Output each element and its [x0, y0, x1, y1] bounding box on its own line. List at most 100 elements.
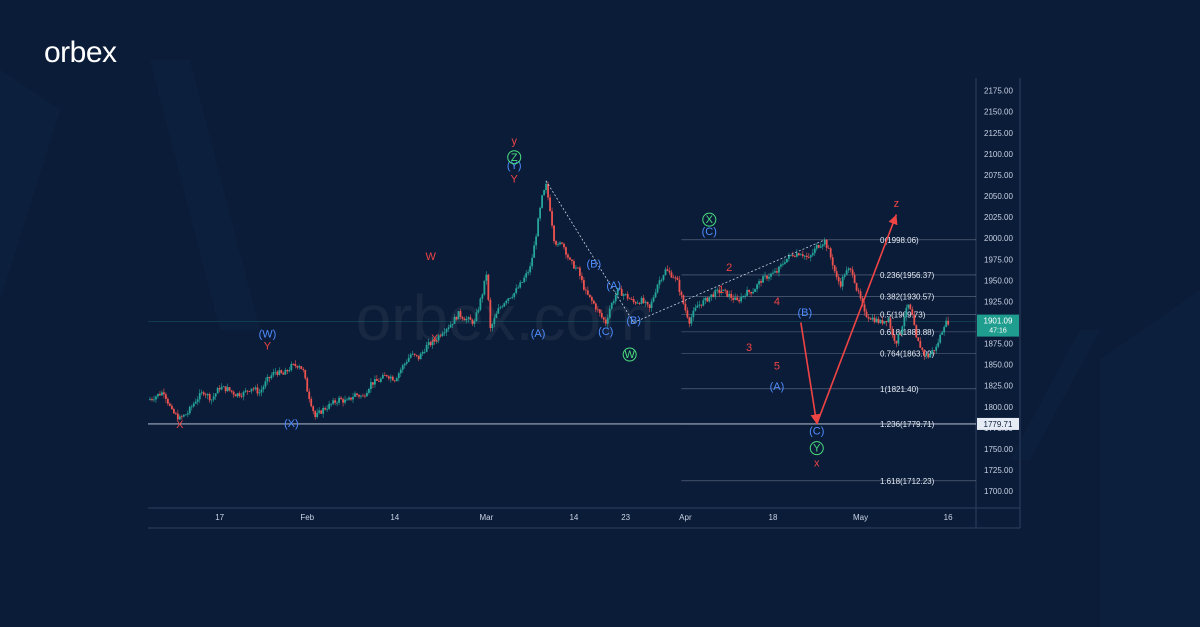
- candle-body: [252, 388, 255, 390]
- candle-body: [372, 382, 374, 385]
- candle-body: [664, 269, 667, 276]
- candle-body: [700, 304, 703, 306]
- wave-circle-label: Z: [511, 152, 518, 164]
- candle-body: [608, 308, 611, 318]
- candle-body: [598, 309, 601, 313]
- wave-circle-label: X: [706, 214, 714, 226]
- candle-body: [419, 353, 422, 360]
- candle-body: [533, 245, 536, 258]
- candle-body: [634, 302, 637, 304]
- price-axis[interactable]: 1700.001725.001750.001775.001800.001825.…: [984, 87, 1013, 496]
- candle-body: [364, 395, 366, 397]
- x-tick-label: Mar: [479, 513, 493, 522]
- candle-body: [469, 317, 472, 320]
- candle-body: [815, 245, 818, 249]
- candle-body: [479, 298, 482, 310]
- candle-body: [857, 290, 860, 292]
- candle-body: [786, 258, 788, 263]
- candle-body: [435, 340, 438, 342]
- candle-body: [292, 363, 295, 365]
- candle-body: [716, 289, 719, 291]
- wave-label: X: [431, 333, 439, 345]
- candle-body: [626, 294, 629, 299]
- candle-body: [172, 409, 175, 414]
- time-axis[interactable]: 17 Feb 14 Mar 14 23 Apr 18 May 16: [215, 513, 953, 522]
- candle-body: [628, 298, 631, 300]
- candle-body: [439, 335, 442, 337]
- countdown-label: 47:16: [989, 328, 1007, 335]
- candle-body: [736, 297, 739, 300]
- forecast-path: [800, 214, 898, 425]
- candle-body: [155, 396, 157, 400]
- candle-body: [230, 390, 233, 392]
- candle-body: [459, 311, 462, 317]
- candle-body: [413, 353, 416, 355]
- candle-body: [389, 376, 392, 379]
- candle-body: [149, 399, 151, 401]
- candle-body: [789, 255, 792, 256]
- candle-body: [829, 248, 832, 258]
- candle-body: [624, 294, 627, 295]
- x-tick-label: Feb: [300, 513, 314, 522]
- candle-body: [640, 297, 643, 304]
- candle-body: [684, 303, 687, 311]
- candle-body: [740, 296, 743, 302]
- candle-body: [174, 413, 177, 415]
- candle-body: [873, 317, 876, 323]
- candle-body: [819, 246, 822, 248]
- candle-body: [702, 300, 705, 306]
- fib-label: 0.618(1888.88): [880, 328, 935, 337]
- candle-body: [911, 309, 914, 316]
- candle-body: [610, 303, 613, 309]
- candle-body: [523, 277, 526, 283]
- candle-body: [232, 391, 235, 395]
- candle-body: [535, 236, 538, 246]
- candle-body: [302, 369, 305, 370]
- y-tick-label: 1850.00: [984, 361, 1013, 370]
- candle-body: [334, 400, 336, 403]
- fibonacci-levels: 0(1998.06) 0.236(1956.37) 0.382(1930.57) 0.…: [148, 236, 976, 486]
- candle-body: [375, 379, 378, 381]
- candle-body: [208, 394, 211, 401]
- candle-body: [206, 394, 209, 396]
- candle-body: [294, 363, 297, 366]
- candle-body: [258, 392, 261, 394]
- candle-body: [527, 272, 530, 274]
- candle-body: [555, 241, 557, 245]
- candle-body: [248, 391, 251, 393]
- candle-body: [642, 297, 645, 303]
- candle-body: [182, 414, 185, 417]
- y-tick-label: 2100.00: [984, 150, 1013, 159]
- candle-body: [342, 399, 344, 403]
- candle-body: [354, 393, 356, 397]
- wave-label: W: [425, 251, 436, 263]
- candle-body: [356, 393, 358, 396]
- candle-body: [266, 376, 269, 382]
- candle-body: [519, 282, 522, 288]
- candle-body: [499, 307, 502, 309]
- candle-body: [859, 291, 862, 299]
- candle-body: [901, 326, 904, 335]
- candle-body: [760, 281, 762, 283]
- candle-body: [688, 317, 691, 324]
- candle-body: [569, 257, 571, 260]
- chart-grid: [148, 78, 1021, 529]
- wave-circle: [622, 347, 637, 362]
- candle-body: [913, 315, 916, 326]
- candle-body: [937, 342, 940, 347]
- wave-circle-label: Y: [813, 443, 821, 455]
- y-tick-label: 1750.00: [984, 445, 1013, 454]
- candle-body: [903, 317, 906, 327]
- candle-body: [276, 371, 279, 375]
- candle-body: [200, 392, 203, 394]
- candle-body: [236, 393, 239, 397]
- candle-body: [216, 388, 219, 394]
- wave-label: (W): [259, 329, 277, 341]
- candle-body: [529, 266, 532, 273]
- candle-body: [772, 272, 774, 274]
- candle-body: [429, 342, 432, 346]
- y-tick-label: 1800.00: [984, 403, 1013, 412]
- candle-body: [881, 320, 884, 324]
- candle-body: [718, 289, 721, 293]
